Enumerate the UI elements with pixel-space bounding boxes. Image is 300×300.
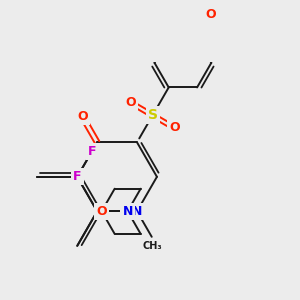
Text: N: N: [122, 205, 133, 218]
Text: O: O: [126, 96, 136, 109]
Text: O: O: [77, 110, 88, 123]
Text: F: F: [88, 145, 96, 158]
Text: N: N: [132, 205, 142, 218]
Text: F: F: [73, 170, 82, 183]
Text: S: S: [148, 108, 158, 122]
Text: O: O: [206, 8, 216, 21]
Text: O: O: [96, 205, 107, 218]
Text: O: O: [169, 121, 179, 134]
Text: CH₃: CH₃: [142, 241, 162, 251]
